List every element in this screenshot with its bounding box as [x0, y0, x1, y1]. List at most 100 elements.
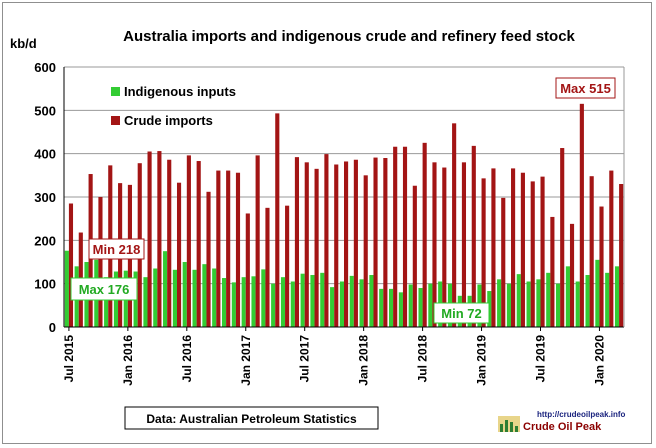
bars [64, 103, 624, 328]
bar-crude-imports [599, 206, 604, 327]
bar-indigenous [369, 275, 374, 327]
bar-indigenous [290, 281, 295, 327]
bar-indigenous [575, 281, 580, 327]
x-tick-label: Jul 2015 [62, 335, 76, 383]
source-note-text: Data: Australian Petroleum Statistics [146, 412, 357, 426]
bar-crude-imports [511, 168, 516, 327]
bar-crude-imports [540, 176, 545, 327]
bar-crude-imports [265, 207, 270, 327]
x-tick-label: Jul 2016 [180, 335, 194, 383]
bar-indigenous [418, 288, 423, 327]
bar-crude-imports [147, 151, 152, 327]
bar-crude-imports [393, 146, 398, 327]
bar-crude-imports [216, 170, 221, 327]
bar-crude-imports [255, 155, 260, 327]
x-tick-label: Jan 2016 [121, 335, 135, 386]
bar-indigenous [605, 272, 610, 327]
bar-crude-imports [412, 185, 417, 327]
bar-indigenous [192, 269, 197, 327]
y-tick-label: 0 [49, 320, 56, 335]
bar-crude-imports [383, 158, 388, 327]
bar-crude-imports [609, 170, 614, 327]
y-tick-label: 100 [34, 277, 56, 292]
bar-indigenous [143, 277, 148, 327]
bar-crude-imports [569, 223, 575, 327]
logo-name: Crude Oil Peak [523, 421, 602, 433]
x-tick-label: Jul 2018 [416, 335, 430, 383]
bar-crude-imports [619, 184, 624, 327]
y-tick-labels: 0 100 200 300 400 500 600 [34, 60, 56, 335]
bar-crude-imports [422, 142, 427, 327]
bar-crude-imports [186, 155, 191, 327]
x-tick-label: Jan 2020 [592, 335, 606, 386]
bar-crude-imports [157, 151, 162, 327]
bar-crude-imports [452, 123, 457, 327]
bar-crude-imports [579, 103, 584, 327]
annotation-min-indigenous-label: Min 72 [441, 306, 481, 321]
bar-crude-imports [176, 182, 182, 327]
bar-indigenous [261, 269, 266, 327]
bar-indigenous [172, 269, 177, 327]
bar-crude-imports [363, 175, 368, 327]
bar-crude-imports [353, 159, 358, 327]
bar-indigenous [614, 266, 620, 327]
bar-crude-imports [235, 172, 241, 327]
bar-indigenous [320, 272, 325, 327]
crude-oil-peak-logo: http://crudeoilpeak.info Crude Oil Peak [498, 410, 626, 433]
bar-indigenous [202, 264, 207, 327]
annotation-min-indigenous: Min 72 [433, 302, 490, 324]
bar-indigenous [565, 266, 570, 327]
bar-crude-imports [275, 113, 280, 328]
bar-indigenous [398, 292, 403, 327]
x-tick-label: Jan 2017 [239, 335, 253, 386]
bar-indigenous [536, 279, 541, 327]
legend-swatch-crude [111, 116, 120, 125]
bar-crude-imports [167, 159, 172, 327]
bar-crude-imports [501, 197, 506, 327]
legend-label-crude: Crude imports [124, 113, 213, 128]
bar-indigenous [330, 287, 335, 327]
x-tick-label: Jul 2017 [298, 335, 312, 383]
bar-crude-imports [402, 146, 408, 327]
bar-crude-imports [206, 191, 211, 327]
bar-indigenous [526, 281, 531, 327]
y-tick-label: 500 [34, 103, 56, 118]
y-tick-label: 400 [34, 147, 56, 162]
bar-indigenous [271, 283, 276, 327]
bar-crude-imports [226, 170, 231, 327]
legend-swatch-indigenous [111, 87, 120, 96]
annotation-min-crude-label: Min 218 [93, 242, 141, 257]
bar-crude-imports [589, 176, 594, 327]
source-note: Data: Australian Petroleum Statistics [124, 406, 379, 430]
bar-indigenous [516, 274, 521, 327]
x-tick-label: Jul 2019 [533, 335, 547, 383]
bar-indigenous [221, 278, 227, 327]
annotation-min-crude: Min 218 [88, 238, 145, 260]
bar-indigenous [163, 251, 168, 327]
bar-crude-imports [373, 157, 378, 327]
bar-indigenous [349, 275, 354, 327]
bar-indigenous [64, 250, 69, 327]
bar-crude-imports [334, 164, 339, 327]
bar-indigenous [379, 288, 384, 327]
annotation-max-indigenous: Max 176 [70, 277, 138, 301]
y-tick-label: 300 [34, 190, 56, 205]
legend: Indigenous inputs Crude imports [111, 84, 236, 128]
bar-indigenous [153, 268, 158, 327]
bar-crude-imports [304, 162, 309, 327]
x-tick-label: Jan 2018 [357, 335, 371, 386]
bar-indigenous [310, 275, 315, 327]
bar-crude-imports [560, 148, 565, 327]
bar-indigenous [231, 282, 236, 327]
y-tick-label: 200 [34, 233, 56, 248]
annotation-max-crude: Max 515 [555, 77, 616, 99]
bar-crude-imports [196, 161, 201, 327]
bar-indigenous [241, 277, 246, 327]
bar-indigenous [251, 276, 256, 327]
bar-indigenous [104, 277, 109, 327]
bar-indigenous [428, 283, 433, 327]
bar-indigenous [212, 268, 217, 327]
bar-indigenous [506, 283, 512, 327]
bar-crude-imports [491, 168, 496, 327]
bar-indigenous [497, 279, 502, 327]
